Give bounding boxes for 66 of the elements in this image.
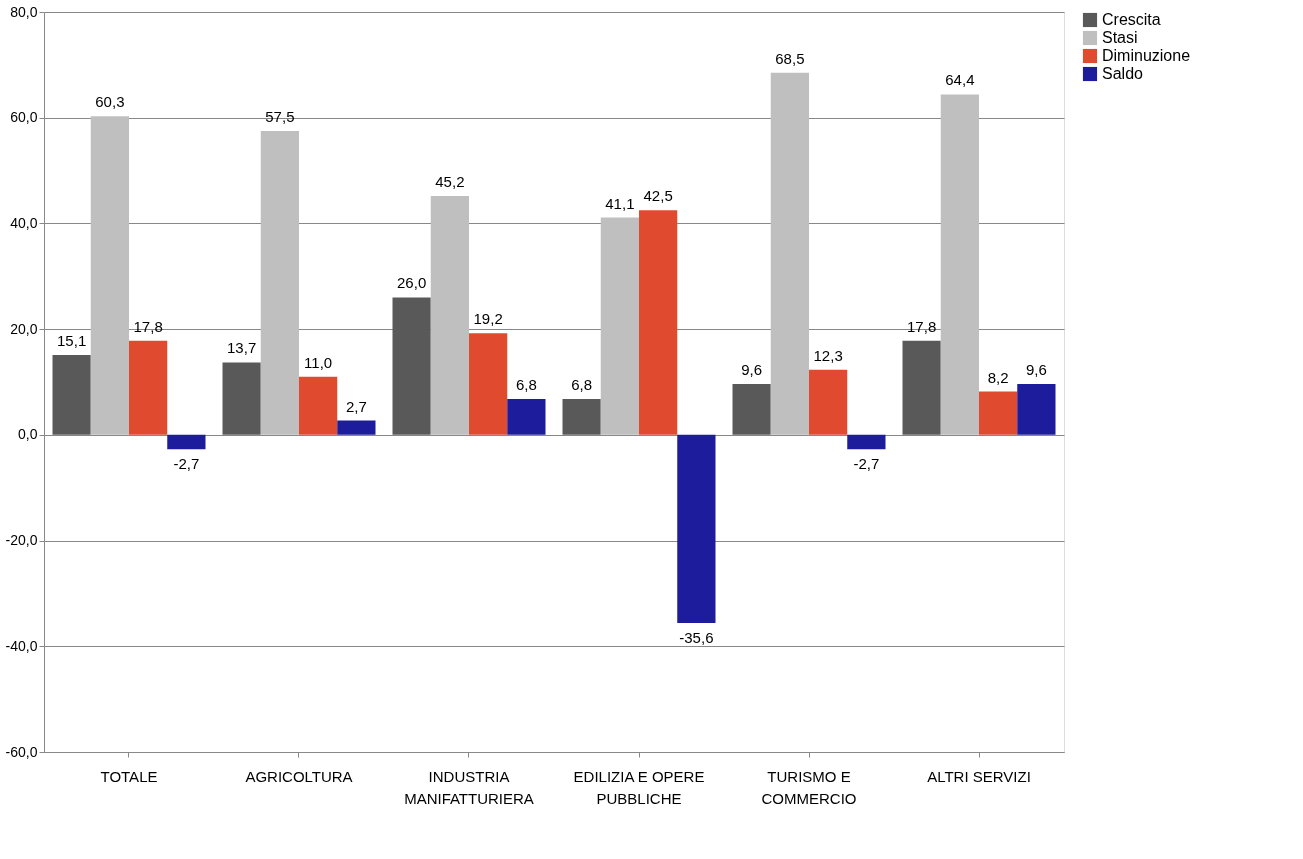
bar xyxy=(337,420,376,435)
data-label: 2,7 xyxy=(345,397,367,415)
data-label: 13,7 xyxy=(227,339,257,357)
data-label: -2,7 xyxy=(173,455,200,473)
data-label: 6,8 xyxy=(571,375,593,393)
bar xyxy=(260,130,299,435)
data-label: 12,3 xyxy=(813,346,843,364)
data-label: 17,8 xyxy=(907,317,937,335)
legend-label: Saldo xyxy=(1102,65,1144,82)
bar xyxy=(902,340,941,435)
bar xyxy=(430,195,469,435)
x-tick-label: TURISMO E COMMERCIO xyxy=(761,767,857,807)
bar xyxy=(299,376,338,435)
y-tick-label: -20,0 xyxy=(5,532,38,549)
data-label: 57,5 xyxy=(265,107,295,125)
data-label: 15,1 xyxy=(57,332,87,350)
data-label: 26,0 xyxy=(397,274,427,292)
bar xyxy=(562,398,601,435)
bar xyxy=(507,398,546,435)
data-label: 19,2 xyxy=(473,310,503,328)
x-tick-label: ALTRI SERVIZI xyxy=(927,767,1031,785)
data-label: 6,8 xyxy=(515,375,537,393)
y-tick-label: 40,0 xyxy=(10,214,38,231)
data-label: 60,3 xyxy=(95,93,125,111)
y-tick-label: 80,0 xyxy=(10,3,38,20)
legend-label: Stasi xyxy=(1102,29,1138,46)
bar xyxy=(392,297,431,435)
x-tick-label: EDILIZIA E OPERE PUBBLICHE xyxy=(573,767,705,807)
bar xyxy=(677,434,716,624)
x-tick-label: INDUSTRIA MANIFATTURIERA xyxy=(404,767,534,807)
bar xyxy=(167,434,206,450)
x-tick-label: TOTALE xyxy=(100,767,158,785)
y-tick-label: 20,0 xyxy=(10,320,38,337)
bar xyxy=(732,384,771,435)
data-label: 9,6 xyxy=(741,361,763,379)
data-label: -2,7 xyxy=(853,455,880,473)
data-label: 42,5 xyxy=(643,187,673,205)
data-label: 11,0 xyxy=(304,353,333,371)
data-label: 41,1 xyxy=(605,194,635,212)
data-label: 17,8 xyxy=(133,317,163,335)
data-label: 64,4 xyxy=(945,71,975,89)
bar xyxy=(600,217,639,435)
legend-label: Crescita xyxy=(1102,11,1161,28)
y-tick-label: -40,0 xyxy=(5,637,38,654)
x-tick-label: AGRICOLTURA xyxy=(245,767,353,785)
bar xyxy=(770,72,809,435)
bar xyxy=(847,434,886,450)
y-tick-label: -60,0 xyxy=(5,743,38,760)
y-tick-label: 60,0 xyxy=(10,109,38,126)
legend-label: Diminuzione xyxy=(1102,47,1191,64)
bar xyxy=(1017,384,1056,435)
bar xyxy=(940,94,979,435)
bar xyxy=(90,116,129,435)
data-label: 9,6 xyxy=(1025,361,1047,379)
bar xyxy=(222,362,261,435)
data-label: -35,6 xyxy=(679,629,714,647)
bar xyxy=(469,333,508,435)
data-label: 8,2 xyxy=(987,368,1009,386)
bar xyxy=(129,340,168,435)
y-tick-label: 0,0 xyxy=(18,426,38,443)
bar xyxy=(52,355,91,435)
data-label: 68,5 xyxy=(775,49,805,67)
data-label: 45,2 xyxy=(435,172,465,190)
bar xyxy=(809,369,848,435)
bar xyxy=(639,210,678,435)
bar xyxy=(979,391,1018,435)
